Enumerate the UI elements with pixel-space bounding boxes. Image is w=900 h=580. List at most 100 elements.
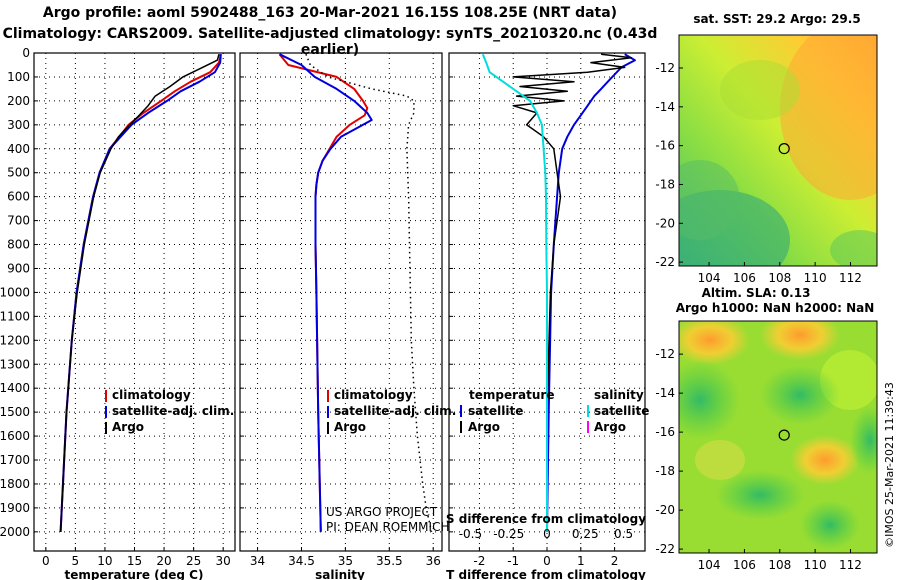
argo-position-marker — [778, 143, 790, 155]
salinity-panel-frame — [239, 52, 443, 552]
map-lon-label: 106 — [733, 271, 756, 285]
legend-salinity-title: salinity — [594, 388, 644, 402]
map-lat-label: -14 — [655, 100, 675, 114]
series-line-argo — [59, 53, 220, 532]
legend-satellite-label: satellite-adj. clim. — [112, 404, 234, 418]
sst-map-frame — [678, 34, 878, 267]
sst-map-title: sat. SST: 29.2 Argo: 29.5 — [693, 12, 860, 26]
t-difference-xlabel: T difference from climatology — [446, 568, 646, 580]
depth-tick-label: 1200 — [0, 333, 30, 347]
x-tick-label: 0 — [543, 554, 551, 568]
map-lon-label: 104 — [698, 271, 721, 285]
depth-tick-label: 200 — [7, 94, 30, 108]
x-tick-label: 36 — [426, 554, 441, 568]
figure-title-line1: Argo profile: aoml 5902488_163 20-Mar-20… — [42, 5, 618, 21]
sla-heatmap-field — [679, 321, 877, 553]
depth-tick-label: 1700 — [0, 453, 30, 467]
x-tick-label: 1 — [577, 554, 585, 568]
map-lat-label: -12 — [655, 347, 675, 361]
map-lon-label: 112 — [839, 558, 862, 572]
salinity-panel: 34 34.5 35 35.5 36 salinity climatology sate… — [239, 52, 456, 580]
depth-tick-label: 500 — [7, 166, 30, 180]
x-tick-label: 34 — [250, 554, 265, 568]
x-tick-label: 30 — [216, 554, 231, 568]
difference-panel: -2 -1 0 1 2 -0.5 -0.25 0 0.25 0.5 S difference f… — [446, 52, 649, 580]
sla-map: Altim. SLA: 0.13 Argo h1000: NaN h2000: … — [655, 286, 878, 572]
x-tick-label: 0 — [42, 554, 50, 568]
sst-map: sat. SST: 29.2 Argo: 29.5 104 106 108 110 11… — [655, 12, 878, 285]
legend-t-satellite-label: satellite — [468, 404, 523, 418]
series-line-climatology — [278, 53, 369, 532]
x-tick-label: 20 — [156, 554, 171, 568]
figure-title-line2: Climatology: CARS2009. Satellite-adjuste… — [2, 26, 658, 58]
depth-tick-label: 700 — [7, 214, 30, 228]
sst-heatmap-field — [679, 35, 877, 266]
x-tick-label: 34.5 — [288, 554, 315, 568]
argo-position-marker — [778, 429, 790, 441]
depth-tick-label: 400 — [7, 142, 30, 156]
temperature-legend: climatology satellite-adj. clim. Argo — [105, 388, 234, 434]
map-lat-label: -22 — [655, 542, 675, 556]
depth-tick-label: 0 — [22, 46, 30, 60]
legend-s-satellite-label: satellite — [594, 404, 649, 418]
salinity-xlabel: salinity — [315, 568, 365, 580]
depth-tick-label: 1300 — [0, 357, 30, 371]
pi-credit: PI: DEAN ROEMMICH — [326, 520, 449, 534]
legend-temperature-title: temperature — [469, 388, 554, 402]
legend-climatology-label: climatology — [112, 388, 191, 402]
temperature-panel: 0 5 10 15 20 25 30 temperature (deg C) climato… — [33, 52, 236, 580]
legend-argo-label: Argo — [112, 420, 144, 434]
map-lat-label: -22 — [655, 255, 675, 269]
map-lon-label: 110 — [804, 271, 827, 285]
s-diff-tick-label: 0.25 — [572, 527, 599, 541]
depth-tick-label: 2000 — [0, 525, 30, 539]
project-credit: US ARGO PROJECT — [326, 505, 438, 519]
map-lat-label: -18 — [655, 464, 675, 478]
map-lat-label: -14 — [655, 386, 675, 400]
temperature-xlabel: temperature (deg C) — [65, 568, 204, 580]
depth-tick-label: 800 — [7, 238, 30, 252]
s-diff-tick-label: -0.25 — [493, 527, 524, 541]
series-line-argo — [305, 53, 433, 532]
legend-satellite-label: satellite-adj. clim. — [334, 404, 456, 418]
map-lat-label: -16 — [655, 425, 675, 439]
depth-tick-label: 1900 — [0, 501, 30, 515]
x-tick-label: 10 — [97, 554, 112, 568]
series-line-salinity-satellite — [481, 53, 548, 532]
map-lat-label: -16 — [655, 139, 675, 153]
x-tick-label: 35.5 — [376, 554, 403, 568]
legend-argo-label: Argo — [334, 420, 366, 434]
map-lat-label: -18 — [655, 177, 675, 191]
s-diff-tick-label: -0.5 — [459, 527, 482, 541]
x-tick-label: 35 — [338, 554, 353, 568]
depth-tick-label: 1500 — [0, 405, 30, 419]
depth-tick-label: 1800 — [0, 477, 30, 491]
depth-tick-label: 1600 — [0, 429, 30, 443]
sla-map-title: Altim. SLA: 0.13 — [702, 286, 811, 300]
legend-s-argo-label: Argo — [594, 420, 626, 434]
x-tick-label: 5 — [72, 554, 80, 568]
depth-tick-label: 1100 — [0, 309, 30, 323]
difference-legend: temperature satellite Argo salinity sate… — [460, 388, 649, 434]
sla-map-subtitle: Argo h1000: NaN h2000: NaN — [676, 301, 875, 315]
legend-climatology-label: climatology — [334, 388, 413, 402]
depth-tick-label: 300 — [7, 118, 30, 132]
x-tick-label: 2 — [611, 554, 619, 568]
depth-tick-label: 600 — [7, 190, 30, 204]
map-lat-label: -20 — [655, 503, 675, 517]
x-tick-label: 15 — [127, 554, 142, 568]
salinity-legend: climatology satellite-adj. clim. Argo — [327, 388, 456, 434]
series-line-satellite-adj-clim- — [279, 53, 373, 532]
depth-tick-label: 900 — [7, 261, 30, 275]
map-lon-label: 104 — [698, 558, 721, 572]
map-lon-label: 108 — [768, 558, 791, 572]
legend-t-argo-label: Argo — [468, 420, 500, 434]
sla-map-frame — [678, 320, 878, 554]
x-tick-label: -2 — [473, 554, 485, 568]
map-lon-label: 112 — [839, 271, 862, 285]
map-lon-label: 108 — [768, 271, 791, 285]
x-tick-label: 25 — [186, 554, 201, 568]
depth-tick-label: 1400 — [0, 381, 30, 395]
